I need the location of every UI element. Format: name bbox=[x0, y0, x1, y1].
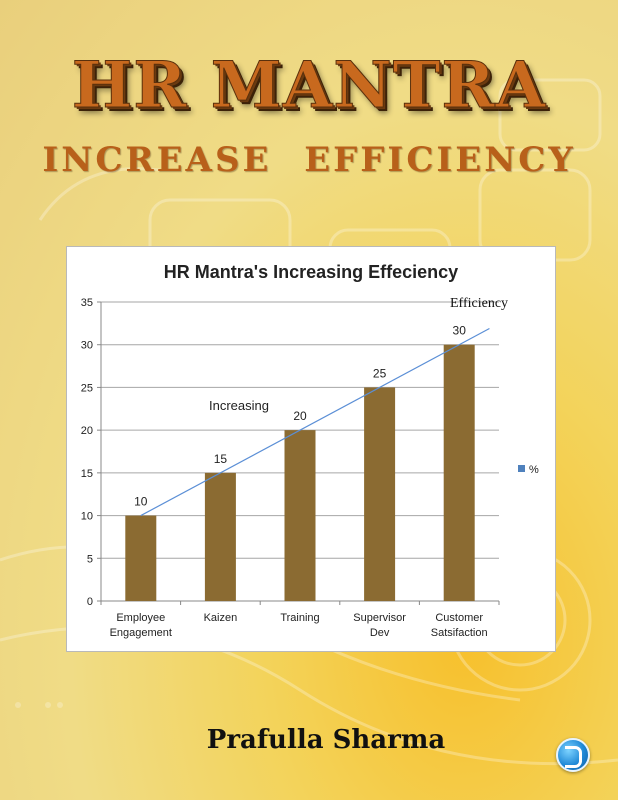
y-tick-label: 0 bbox=[87, 596, 93, 608]
y-tick-label: 10 bbox=[81, 511, 93, 523]
legend-swatch bbox=[518, 465, 525, 472]
bar bbox=[125, 515, 157, 601]
bar-chart: HR Mantra's Increasing Effeciency 10 15 20… bbox=[81, 262, 539, 639]
chart-title: HR Mantra's Increasing Effeciency bbox=[164, 262, 458, 282]
y-tick-label: 30 bbox=[81, 340, 93, 352]
bars bbox=[125, 344, 475, 601]
chart-panel: HR Mantra's Increasing Effeciency 10 15 20… bbox=[66, 246, 556, 652]
trend-line bbox=[140, 327, 490, 517]
y-tick-label: 15 bbox=[81, 468, 93, 480]
y-tick-label: 20 bbox=[81, 425, 93, 437]
annotation-increasing: Increasing bbox=[209, 398, 269, 413]
data-label: 20 bbox=[293, 409, 307, 423]
data-label: 25 bbox=[373, 366, 387, 380]
bar bbox=[204, 472, 236, 601]
x-tick-label: Customer Satsifaction bbox=[431, 612, 488, 639]
y-tick-label: 5 bbox=[87, 553, 93, 565]
cover-title: HR MANTRA bbox=[71, 48, 547, 124]
x-tick-label: Kaizen bbox=[204, 612, 238, 624]
data-labels: 10 15 20 25 30 bbox=[134, 324, 466, 509]
cover-subtitle: INCREASE EFFICIENCY bbox=[42, 140, 576, 180]
data-label: 10 bbox=[134, 495, 148, 509]
publisher-logo-icon bbox=[556, 738, 590, 772]
x-tick-labels: Employee Engagement Kaizen Training Supervis… bbox=[110, 612, 488, 639]
author-name: Prafulla Sharma bbox=[206, 725, 446, 755]
bar bbox=[284, 430, 316, 601]
bar bbox=[364, 387, 396, 601]
y-tick-label: 25 bbox=[81, 382, 93, 394]
x-tick-label: Supervisor Dev bbox=[353, 612, 406, 639]
legend-label: % bbox=[529, 464, 539, 476]
data-label: 15 bbox=[214, 452, 228, 466]
y-tick-label: 35 bbox=[81, 297, 93, 309]
annotation-efficiency: Efficiency bbox=[450, 296, 508, 311]
x-tick-label: Training bbox=[280, 612, 319, 624]
data-label: 30 bbox=[453, 324, 467, 338]
y-tick-labels: 0 5 10 15 20 25 30 35 bbox=[81, 297, 93, 608]
bar bbox=[443, 344, 475, 601]
x-tick-label: Employee Engagement bbox=[110, 612, 172, 639]
